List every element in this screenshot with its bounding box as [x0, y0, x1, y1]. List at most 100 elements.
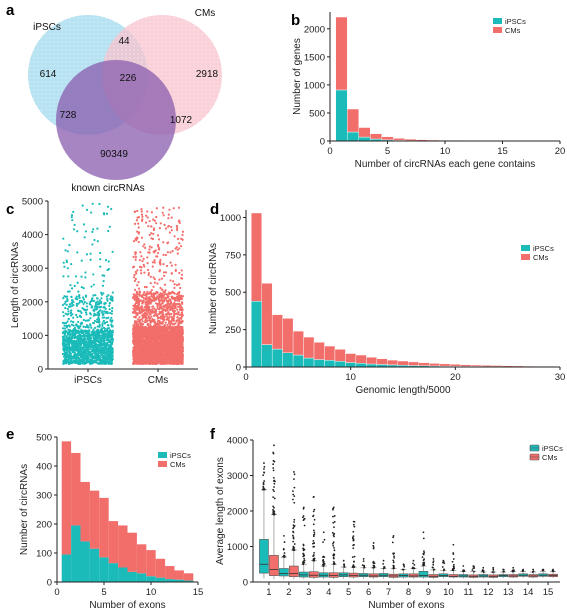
scatter-point	[134, 270, 137, 274]
scatter-point	[141, 259, 144, 263]
scatter-point	[175, 320, 178, 323]
scatter-point	[84, 271, 87, 274]
scatter-point	[143, 305, 147, 309]
scatter-point	[63, 327, 67, 330]
scatter-point	[66, 250, 69, 253]
scatter-point	[136, 216, 139, 219]
scatter-point	[73, 223, 76, 227]
scatter-point	[94, 293, 97, 297]
scatter-point	[110, 359, 114, 362]
scatter-point	[133, 273, 136, 277]
scatter-point	[100, 336, 104, 339]
scatter-point	[109, 311, 112, 315]
scatter-point	[163, 223, 166, 226]
scatter-point	[71, 332, 74, 335]
scatter-point	[173, 296, 176, 300]
scatter-point	[70, 309, 73, 312]
scatter-point	[96, 240, 99, 243]
scatter-point	[147, 225, 150, 228]
scatter-point	[178, 242, 181, 245]
scatter-point	[91, 202, 94, 205]
scatter-point	[69, 284, 72, 287]
scatter-point	[159, 322, 162, 325]
scatter-point	[76, 281, 79, 284]
x-tick-label: 15	[497, 146, 508, 157]
scatter-point	[106, 312, 109, 315]
scatter-point	[92, 321, 96, 325]
scatter-point	[91, 333, 94, 336]
scatter-point	[98, 299, 101, 302]
scatter-point	[158, 238, 161, 241]
scatter-point	[71, 299, 74, 302]
scatter-point	[152, 295, 155, 298]
scatter-point	[153, 251, 156, 254]
scatter-point	[168, 231, 172, 234]
scatter-point	[134, 294, 137, 297]
scatter-point	[150, 225, 153, 228]
scatter-point	[111, 250, 114, 253]
scatter-point	[176, 237, 180, 240]
scatter-point	[96, 227, 99, 230]
scatter-points	[61, 202, 185, 366]
scatter-point	[68, 329, 71, 332]
scatter-point	[92, 283, 95, 286]
scatter-point	[176, 315, 179, 319]
scatter-point	[103, 213, 106, 216]
scatter-point	[65, 343, 69, 346]
venn-region-all: 226	[120, 73, 137, 84]
scatter-point	[181, 295, 185, 298]
scatter-point	[72, 354, 76, 357]
x-axis-title: Number of circRNAs each gene contains	[355, 159, 536, 170]
scatter-point	[137, 240, 140, 244]
scatter-point	[76, 349, 79, 353]
scatter-point	[67, 310, 70, 313]
scatter-point	[76, 251, 79, 254]
scatter-point	[106, 268, 109, 272]
scatter-point	[178, 271, 181, 275]
bar-cm	[404, 138, 417, 141]
scatter-point	[62, 348, 66, 351]
bar-ipsc	[358, 136, 371, 142]
scatter-point	[164, 289, 167, 292]
scatter-point	[63, 302, 66, 305]
scatter-point	[64, 249, 67, 252]
scatter-point	[111, 307, 114, 310]
scatter-point	[86, 305, 89, 308]
scatter-point	[82, 287, 85, 290]
scatter-point	[98, 325, 101, 328]
scatter-point	[153, 259, 156, 262]
scatter-point	[91, 357, 94, 360]
scatter-point	[142, 296, 145, 299]
scatter-point	[141, 219, 144, 222]
scatter-point	[135, 219, 139, 222]
y-tick-label: 1000	[304, 80, 325, 91]
scatter-point	[62, 331, 65, 334]
scatter-point	[105, 320, 109, 324]
scatter-point	[153, 219, 156, 222]
scatter-point	[107, 260, 110, 263]
scatter-point	[108, 360, 111, 363]
scatter-point	[85, 308, 89, 311]
scatter-point	[132, 240, 136, 243]
scatter-point	[76, 230, 79, 233]
scatter-point	[111, 348, 114, 351]
scatter-point	[62, 261, 65, 264]
scatter-point	[162, 206, 165, 209]
scatter-point	[156, 251, 160, 255]
scatter-point	[82, 298, 86, 301]
scatter-point	[173, 286, 176, 290]
scatter-point	[159, 222, 162, 225]
scatter-point	[89, 252, 92, 255]
scatter-point	[142, 257, 145, 260]
scatter-point	[159, 262, 162, 265]
scatter-point	[70, 302, 73, 305]
scatter-point	[73, 343, 76, 346]
scatter-point	[92, 347, 95, 350]
scatter-point	[86, 324, 89, 327]
scatter-point	[173, 235, 176, 238]
scatter-point	[106, 360, 109, 363]
scatter-point	[82, 325, 85, 328]
scatter-point	[90, 342, 93, 345]
scatter-point	[148, 245, 151, 248]
x-tick-label: 5	[385, 146, 390, 157]
